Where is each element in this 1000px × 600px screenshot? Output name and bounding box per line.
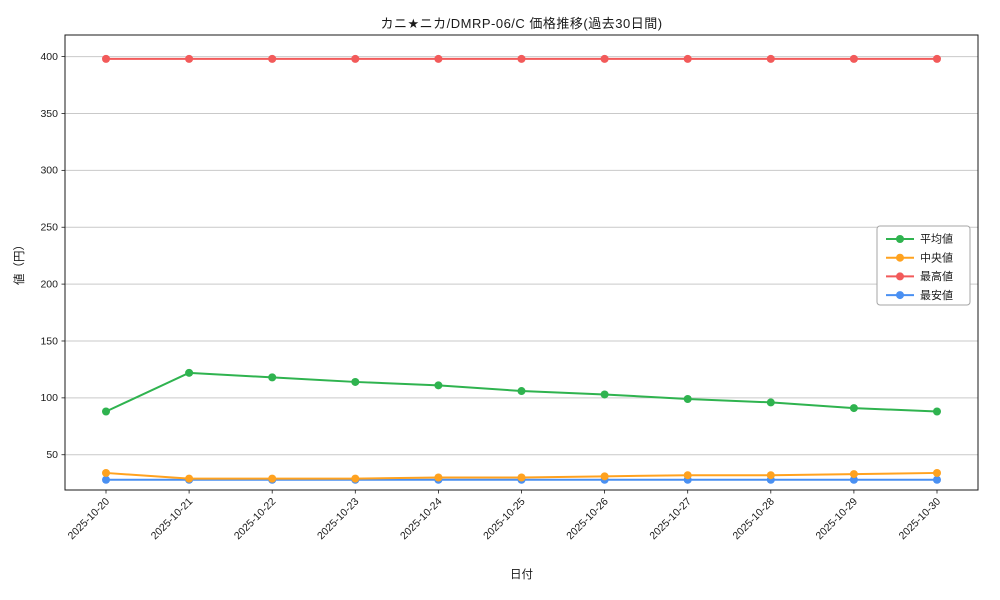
legend-marker <box>896 253 904 262</box>
x-tick-label: 2025-10-30 <box>897 496 944 543</box>
series-marker <box>185 54 194 63</box>
x-tick-label: 2025-10-21 <box>149 496 196 543</box>
x-tick-label: 2025-10-22 <box>232 496 279 543</box>
y-tick-label: 250 <box>40 222 58 234</box>
x-tick-label: 2025-10-25 <box>481 496 528 543</box>
series-marker <box>102 468 110 477</box>
series-marker <box>849 470 858 479</box>
y-tick-label: 400 <box>40 51 58 63</box>
series-marker <box>517 54 526 63</box>
series-marker <box>600 472 609 481</box>
x-tick-label: 2025-10-28 <box>730 496 777 543</box>
series-marker <box>600 54 609 63</box>
series-marker <box>933 407 941 416</box>
legend-label: 中央値 <box>920 251 953 264</box>
series-marker <box>600 390 609 399</box>
x-tick-label: 2025-10-20 <box>66 496 113 543</box>
x-tick-label: 2025-10-26 <box>564 496 611 543</box>
x-tick-label: 2025-10-29 <box>814 496 861 543</box>
y-tick-label: 350 <box>40 108 58 120</box>
y-tick-label: 300 <box>40 165 58 177</box>
series-marker <box>683 395 692 403</box>
y-tick-label: 50 <box>46 449 58 461</box>
legend-marker <box>896 291 904 300</box>
legend-marker <box>896 235 904 243</box>
series-marker <box>434 54 443 63</box>
legend-label: 最安値 <box>920 288 953 302</box>
series-marker <box>766 398 775 407</box>
legend-box <box>876 225 971 306</box>
series-marker <box>268 474 277 483</box>
x-axis-label: 日付 <box>510 569 533 581</box>
series-marker <box>351 54 360 63</box>
series-marker <box>102 54 110 63</box>
x-tick-label: 2025-10-24 <box>398 496 445 543</box>
series-marker <box>351 377 360 386</box>
legend-marker <box>896 272 904 281</box>
x-tick-label: 2025-10-23 <box>315 496 362 543</box>
series-marker <box>683 471 692 480</box>
series-marker <box>434 473 443 482</box>
series-marker <box>102 407 110 416</box>
x-tick-label: 2025-10-27 <box>647 496 694 543</box>
series-marker <box>933 475 941 484</box>
series-marker <box>933 54 941 63</box>
y-tick-label: 200 <box>40 278 58 290</box>
series-marker <box>185 368 194 377</box>
plot-border <box>64 34 979 491</box>
series-marker <box>517 387 526 396</box>
legend-label: 平均値 <box>920 233 953 246</box>
y-axis-label: 値（円） <box>14 239 26 285</box>
series-marker <box>268 373 277 382</box>
series-marker <box>766 471 775 480</box>
y-tick-label: 150 <box>40 335 58 347</box>
series-marker <box>849 404 858 413</box>
series-marker <box>933 468 941 477</box>
series-marker <box>185 474 194 483</box>
chart-title: カニ★ニカ/DMRP-06/C 価格推移(過去30日間) <box>380 16 663 31</box>
series-marker <box>434 381 443 390</box>
series-marker <box>849 54 858 63</box>
series-marker <box>517 473 526 482</box>
series-marker <box>683 54 692 63</box>
series-marker <box>766 54 775 63</box>
series-marker <box>102 475 110 484</box>
series-marker <box>268 54 277 63</box>
legend-label: 最高値 <box>920 269 953 283</box>
series-marker <box>351 474 360 483</box>
y-tick-label: 100 <box>40 392 58 404</box>
series-marker <box>849 475 858 484</box>
